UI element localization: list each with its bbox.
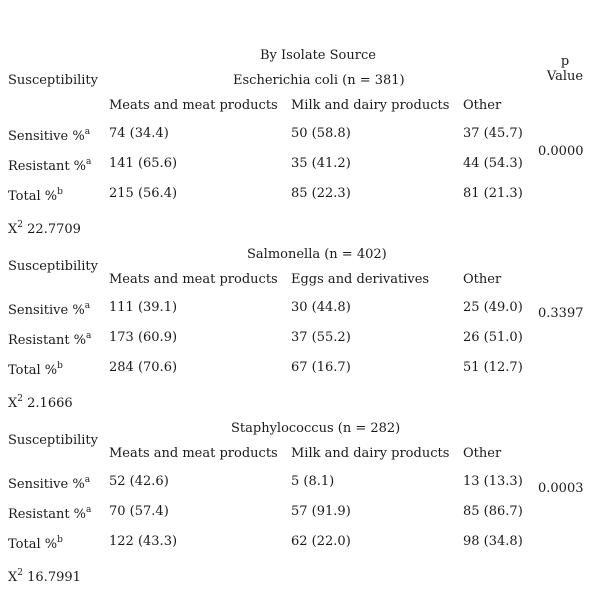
susceptibility-label: Susceptibility <box>8 259 98 274</box>
column-header: Other <box>463 272 502 287</box>
column-header: Other <box>463 98 502 113</box>
table-cell: 74 (34.4) <box>109 126 169 141</box>
row-label-total: Total %b <box>8 187 63 204</box>
chi-square-statistic: X2 16.7991 <box>8 568 81 585</box>
table-cell: 70 (57.4) <box>109 504 169 519</box>
row-label-total: Total %b <box>8 535 63 552</box>
table-cell: 98 (34.8) <box>463 534 523 549</box>
p-label: p <box>560 54 570 69</box>
section-title-staphylococcus: Staphylococcus (n = 282) <box>231 421 401 436</box>
table-cell: 25 (49.0) <box>463 300 523 315</box>
p-value: 0.0000 <box>538 144 584 159</box>
chi-square-statistic: X2 22.7709 <box>8 220 81 237</box>
table-cell: 141 (65.6) <box>109 156 178 171</box>
table-cell: 26 (51.0) <box>463 330 523 345</box>
row-label-total: Total %b <box>8 361 63 378</box>
table-cell: 215 (56.4) <box>109 186 178 201</box>
table-cell: 67 (16.7) <box>291 360 351 375</box>
table-cell: 13 (13.3) <box>463 474 523 489</box>
table-cell: 85 (86.7) <box>463 504 523 519</box>
table-cell: 51 (12.7) <box>463 360 523 375</box>
row-label-sensitive: Sensitive %a <box>8 127 91 144</box>
row-label-sensitive: Sensitive %a <box>8 475 91 492</box>
column-header: Meats and meat products <box>109 446 278 461</box>
section-title-salmonella: Salmonella (n = 402) <box>247 247 387 262</box>
section-title-ecoli: Escherichia coli (n = 381) <box>233 73 405 88</box>
p-value: 0.3397 <box>538 306 584 321</box>
susceptibility-label: Susceptibility <box>8 433 98 448</box>
chi-square-statistic: X2 2.1666 <box>8 394 73 411</box>
table-cell: 52 (42.6) <box>109 474 169 489</box>
table-cell: 81 (21.3) <box>463 186 523 201</box>
column-header: Milk and dairy products <box>291 98 450 113</box>
column-header: Other <box>463 446 502 461</box>
column-header: Meats and meat products <box>109 98 278 113</box>
table-cell: 284 (70.6) <box>109 360 178 375</box>
table-cell: 44 (54.3) <box>463 156 523 171</box>
row-label-resistant: Resistant %a <box>8 157 92 174</box>
row-label-resistant: Resistant %a <box>8 331 92 348</box>
table-cell: 57 (91.9) <box>291 504 351 519</box>
susceptibility-label: Susceptibility <box>8 73 98 88</box>
table-cell: 173 (60.9) <box>109 330 178 345</box>
row-label-resistant: Resistant %a <box>8 505 92 522</box>
table-cell: 37 (45.7) <box>463 126 523 141</box>
column-header: Milk and dairy products <box>291 446 450 461</box>
table-cell: 122 (43.3) <box>109 534 178 549</box>
column-header: Eggs and derivatives <box>291 272 430 287</box>
p-value: 0.0003 <box>538 481 584 496</box>
table-cell: 35 (41.2) <box>291 156 351 171</box>
column-header: Meats and meat products <box>109 272 278 287</box>
table-cell: 111 (39.1) <box>109 300 178 315</box>
table-cell: 5 (8.1) <box>291 474 335 489</box>
p-value-label: Value <box>546 69 584 84</box>
table-cell: 85 (22.3) <box>291 186 351 201</box>
row-label-sensitive: Sensitive %a <box>8 301 91 318</box>
table-cell: 30 (44.8) <box>291 300 351 315</box>
table-cell: 50 (58.8) <box>291 126 351 141</box>
table-cell: 37 (55.2) <box>291 330 351 345</box>
table-cell: 62 (22.0) <box>291 534 351 549</box>
by-isolate-source-heading: By Isolate Source <box>260 48 376 63</box>
